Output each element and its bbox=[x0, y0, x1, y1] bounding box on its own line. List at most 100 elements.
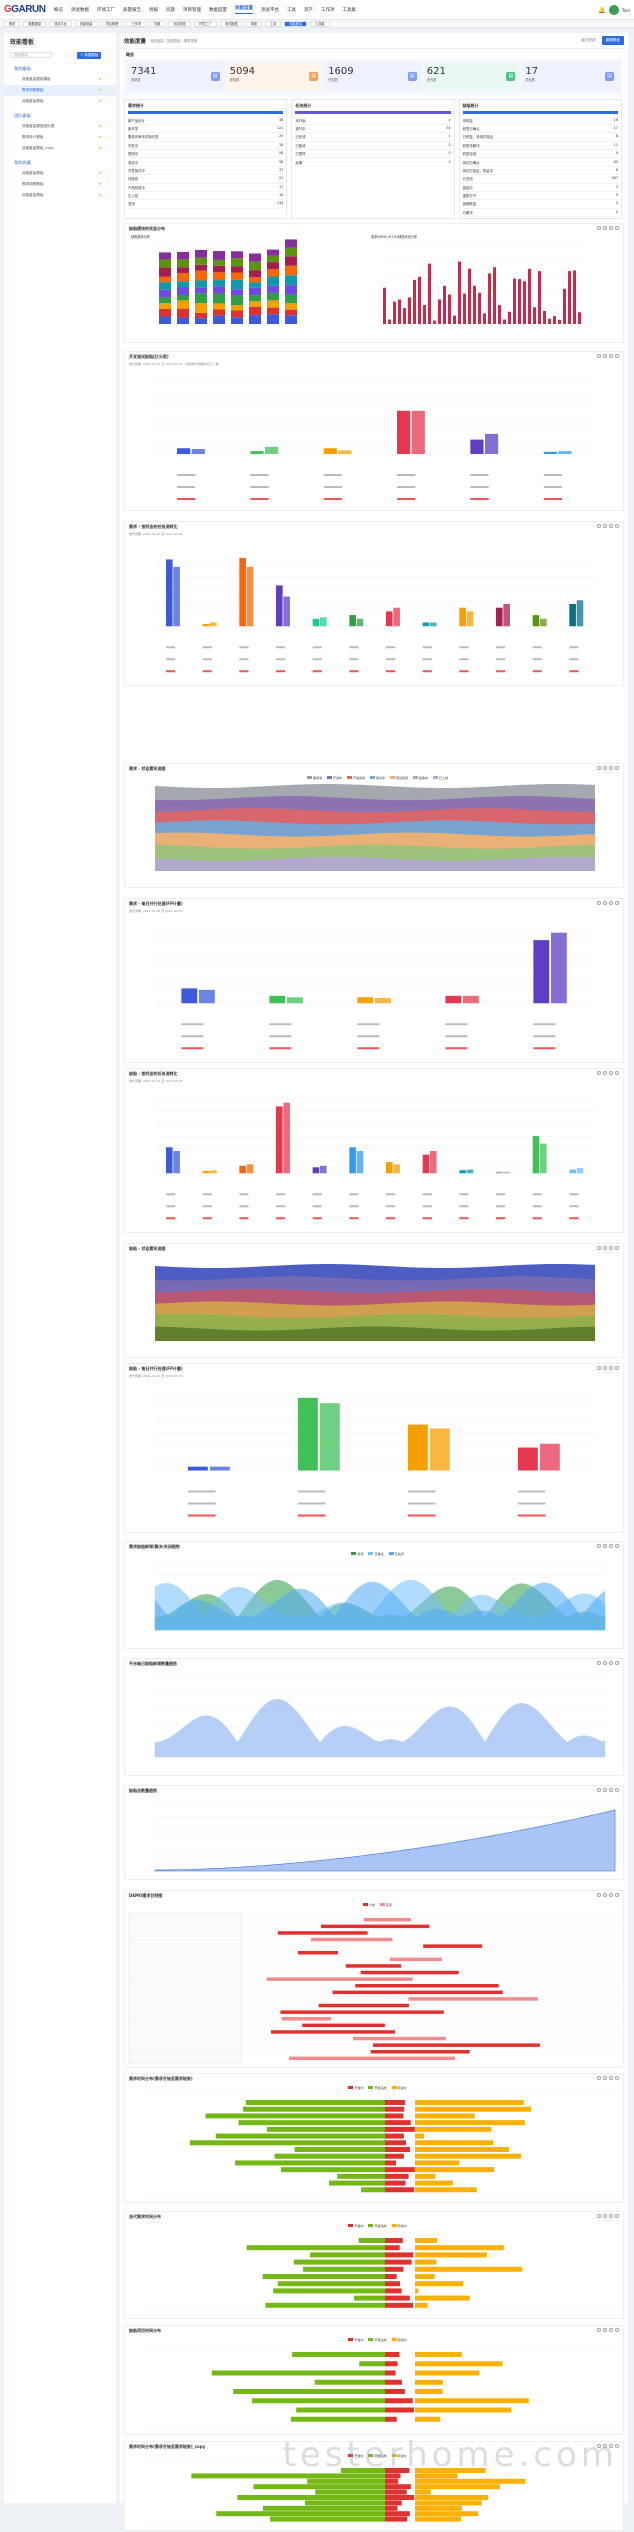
legend-label[interactable]: 已关闭 bbox=[394, 1552, 404, 1556]
chart-tool-icon[interactable] bbox=[615, 1544, 619, 1548]
kpi-card[interactable]: 621 迭代数 ▤ bbox=[423, 63, 520, 91]
legend-label[interactable]: 测试完成 bbox=[396, 776, 409, 780]
new-dashboard-button[interactable]: + 新建看板 bbox=[77, 52, 102, 59]
legend-label[interactable]: 已上线 bbox=[439, 776, 449, 780]
chart-tool-icon[interactable] bbox=[609, 226, 613, 230]
legend-label[interactable]: 已解决 bbox=[374, 1552, 384, 1556]
chart-tool-icon[interactable] bbox=[597, 1246, 601, 1250]
avatar[interactable] bbox=[608, 5, 619, 15]
star-icon[interactable]: ★ bbox=[98, 135, 102, 139]
chart-tool-icon[interactable] bbox=[603, 766, 607, 770]
bell-icon[interactable]: 🔔 bbox=[598, 6, 606, 14]
legend-label[interactable]: 新增 bbox=[357, 1552, 364, 1556]
chart-tool-icon[interactable] bbox=[603, 1246, 607, 1250]
sidebar-item[interactable]: 效能度量看板团队看 ★ ⋯ bbox=[4, 121, 116, 132]
panel-row[interactable]: 测试已确认 80 bbox=[462, 158, 618, 167]
page-tab[interactable]: 概览 bbox=[4, 20, 21, 27]
legend-label[interactable]: 需求池 bbox=[312, 776, 322, 780]
more-icon[interactable]: ⋯ bbox=[106, 88, 110, 92]
chart-tool-icon[interactable] bbox=[597, 524, 601, 528]
sidebar-item[interactable]: 效能度量看板模板 ★ ⋯ bbox=[4, 74, 116, 85]
nav-item[interactable]: 环境工厂 bbox=[97, 7, 115, 13]
star-icon[interactable]: ★ bbox=[98, 146, 102, 150]
chart-tool-icon[interactable] bbox=[597, 2328, 601, 2332]
chart-tool-icon[interactable] bbox=[609, 2444, 613, 2448]
sidebar-item[interactable]: 效能度量看板 ★ ⋯ bbox=[4, 190, 116, 201]
chart-tool-icon[interactable] bbox=[609, 2328, 613, 2332]
page-tab[interactable]: 测试报告 bbox=[168, 20, 192, 27]
panel-row[interactable]: 研发待解决 11 bbox=[462, 142, 618, 150]
chart-tool-icon[interactable] bbox=[603, 226, 607, 230]
panel-row[interactable]: 已暂停 0 bbox=[295, 150, 451, 159]
chart-tool-icon[interactable] bbox=[597, 1661, 601, 1665]
brand-logo[interactable]: GGARUN bbox=[4, 4, 46, 15]
chart-tool-icon[interactable] bbox=[609, 524, 613, 528]
chart-tool-icon[interactable] bbox=[609, 1544, 613, 1548]
page-tab[interactable]: 周报 bbox=[245, 20, 262, 27]
page-tab[interactable]: 效能度量 bbox=[74, 20, 98, 27]
legend-label[interactable]: 实际 bbox=[386, 1903, 393, 1907]
page-tab[interactable]: 效能度量 bbox=[284, 20, 308, 27]
more-icon[interactable]: ⋯ bbox=[106, 124, 110, 128]
panel-row[interactable]: 已解决 0 bbox=[462, 209, 618, 217]
sidebar-item[interactable]: 需求周期看板 ★ ⋯ bbox=[4, 85, 116, 96]
legend-label[interactable]: 测试中 bbox=[397, 2086, 407, 2090]
panel-row[interactable]: 研发驳回 9 bbox=[462, 150, 618, 159]
page-tab[interactable]: 测试数据 bbox=[219, 20, 243, 27]
chart-tool-icon[interactable] bbox=[609, 1661, 613, 1665]
sidebar-item[interactable]: 效能度量看板 ★ ⋯ bbox=[4, 96, 116, 107]
panel-row[interactable]: 新开发 121 bbox=[128, 125, 284, 134]
chart-tool-icon[interactable] bbox=[597, 901, 601, 905]
chart-tool-icon[interactable] bbox=[609, 901, 613, 905]
panel-row[interactable]: 新产品设计 38 bbox=[128, 117, 284, 125]
star-icon[interactable]: ★ bbox=[98, 88, 102, 92]
legend-label[interactable]: 开发完成 bbox=[352, 776, 365, 780]
chart-tool-icon[interactable] bbox=[615, 766, 619, 770]
chart-tool-icon[interactable] bbox=[603, 2328, 607, 2332]
more-icon[interactable]: ⋯ bbox=[106, 99, 110, 103]
chart-tool-icon[interactable] bbox=[609, 2214, 613, 2218]
chart-tool-icon[interactable] bbox=[597, 1071, 601, 1075]
panel-row[interactable]: 已修复，待测试验证 8 bbox=[462, 133, 618, 142]
chart-tool-icon[interactable] bbox=[609, 766, 613, 770]
chart-tool-icon[interactable] bbox=[597, 1893, 601, 1897]
nav-item[interactable]: 资产 bbox=[304, 7, 313, 13]
chart-tool-icon[interactable] bbox=[603, 901, 607, 905]
panel-row[interactable]: 已上线 16 bbox=[128, 192, 284, 201]
sidebar-group-label[interactable]: 我的看板 bbox=[14, 66, 31, 71]
chart-tool-icon[interactable] bbox=[609, 1893, 613, 1897]
nav-item[interactable]: 周报 bbox=[149, 7, 158, 13]
chart-tool-icon[interactable] bbox=[609, 1071, 613, 1075]
panel-row[interactable]: 测试已验证，验证中 8 bbox=[462, 167, 618, 176]
kpi-card[interactable]: 17 项目数 ▤ bbox=[522, 63, 618, 91]
sidebar-item[interactable]: 需求统计看板 ★ ⋯ bbox=[4, 132, 116, 143]
sidebar-item[interactable]: 需求周期看板 ★ ⋯ bbox=[4, 179, 116, 190]
legend-label[interactable]: 计划 bbox=[368, 1903, 375, 1907]
more-icon[interactable]: ⋯ bbox=[106, 77, 110, 81]
chart-tool-icon[interactable] bbox=[603, 2444, 607, 2448]
panel-row[interactable]: 研发已确认 17 bbox=[462, 125, 618, 134]
panel-row[interactable]: 延期 0 bbox=[295, 158, 451, 167]
panel-row[interactable]: 已关闭 267 bbox=[462, 175, 618, 184]
chart-tool-icon[interactable] bbox=[615, 354, 619, 358]
legend-label[interactable]: 测试中 bbox=[375, 776, 385, 780]
page-tab[interactable]: 数据度量 bbox=[23, 20, 47, 27]
chart-tool-icon[interactable] bbox=[597, 766, 601, 770]
chart-tool-icon[interactable] bbox=[615, 1661, 619, 1665]
panel-row[interactable]: 已取消 0 bbox=[295, 142, 451, 150]
legend-label[interactable]: 开发中 bbox=[354, 2086, 364, 2090]
star-icon[interactable]: ★ bbox=[98, 182, 102, 186]
chart-tool-icon[interactable] bbox=[597, 354, 601, 358]
legend-label[interactable]: 开发中 bbox=[354, 2224, 364, 2228]
panel-row[interactable]: 待修复 16 bbox=[462, 117, 618, 125]
chart-tool-icon[interactable] bbox=[597, 1788, 601, 1792]
nav-item[interactable]: 项目管理 bbox=[183, 7, 201, 13]
panel-row[interactable]: 测试中 98 bbox=[128, 158, 284, 167]
star-icon[interactable]: ★ bbox=[98, 193, 102, 197]
chart-tool-icon[interactable] bbox=[609, 1366, 613, 1370]
sidebar-group-label[interactable]: 我的收藏 bbox=[14, 160, 31, 165]
nav-item[interactable]: 测试平台 bbox=[261, 7, 279, 13]
chart-tool-icon[interactable] bbox=[603, 524, 607, 528]
more-icon[interactable]: ⋯ bbox=[106, 135, 110, 139]
nav-item[interactable]: 问题 bbox=[166, 7, 175, 13]
